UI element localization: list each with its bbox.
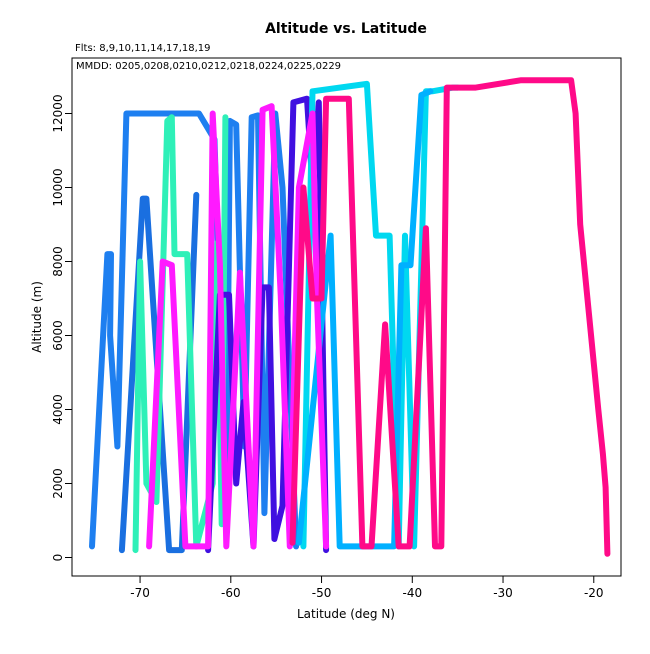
y-tick-label: 12000 xyxy=(51,94,65,132)
y-tick-label: 8000 xyxy=(51,246,65,277)
chart-subtitle: Flts: 8,9,10,11,14,17,18,19 xyxy=(75,43,211,54)
series-line-7 xyxy=(146,103,330,550)
x-axis: -70 -60 -50 -40 -30 -20 xyxy=(130,575,604,600)
series-line-8 xyxy=(289,77,611,557)
y-axis: 0 2000 4000 6000 8000 10000 12000 xyxy=(51,94,73,562)
x-tick-label: -40 xyxy=(402,586,422,600)
y-axis-label: Altitude (m) xyxy=(30,281,44,353)
y-tick-label: 4000 xyxy=(51,394,65,425)
x-tick-label: -60 xyxy=(221,586,241,600)
x-tick-label: -30 xyxy=(493,586,513,600)
y-tick-label: 0 xyxy=(51,554,65,562)
chart-title: Altitude vs. Latitude xyxy=(265,21,427,37)
series-line-5 xyxy=(300,80,461,550)
series-line-6 xyxy=(295,88,434,550)
y-tick-label: 2000 xyxy=(51,468,65,499)
x-tick-label: -50 xyxy=(312,586,332,600)
x-tick-label: -70 xyxy=(130,586,150,600)
x-axis-label: Latitude (deg N) xyxy=(297,607,395,621)
y-tick-label: 10000 xyxy=(51,168,65,206)
series-layer xyxy=(89,77,611,557)
y-tick-label: 6000 xyxy=(51,320,65,351)
chart-annotation: MMDD: 0205,0208,0210,0212,0218,0224,0225… xyxy=(76,61,341,72)
x-tick-label: -20 xyxy=(584,586,604,600)
